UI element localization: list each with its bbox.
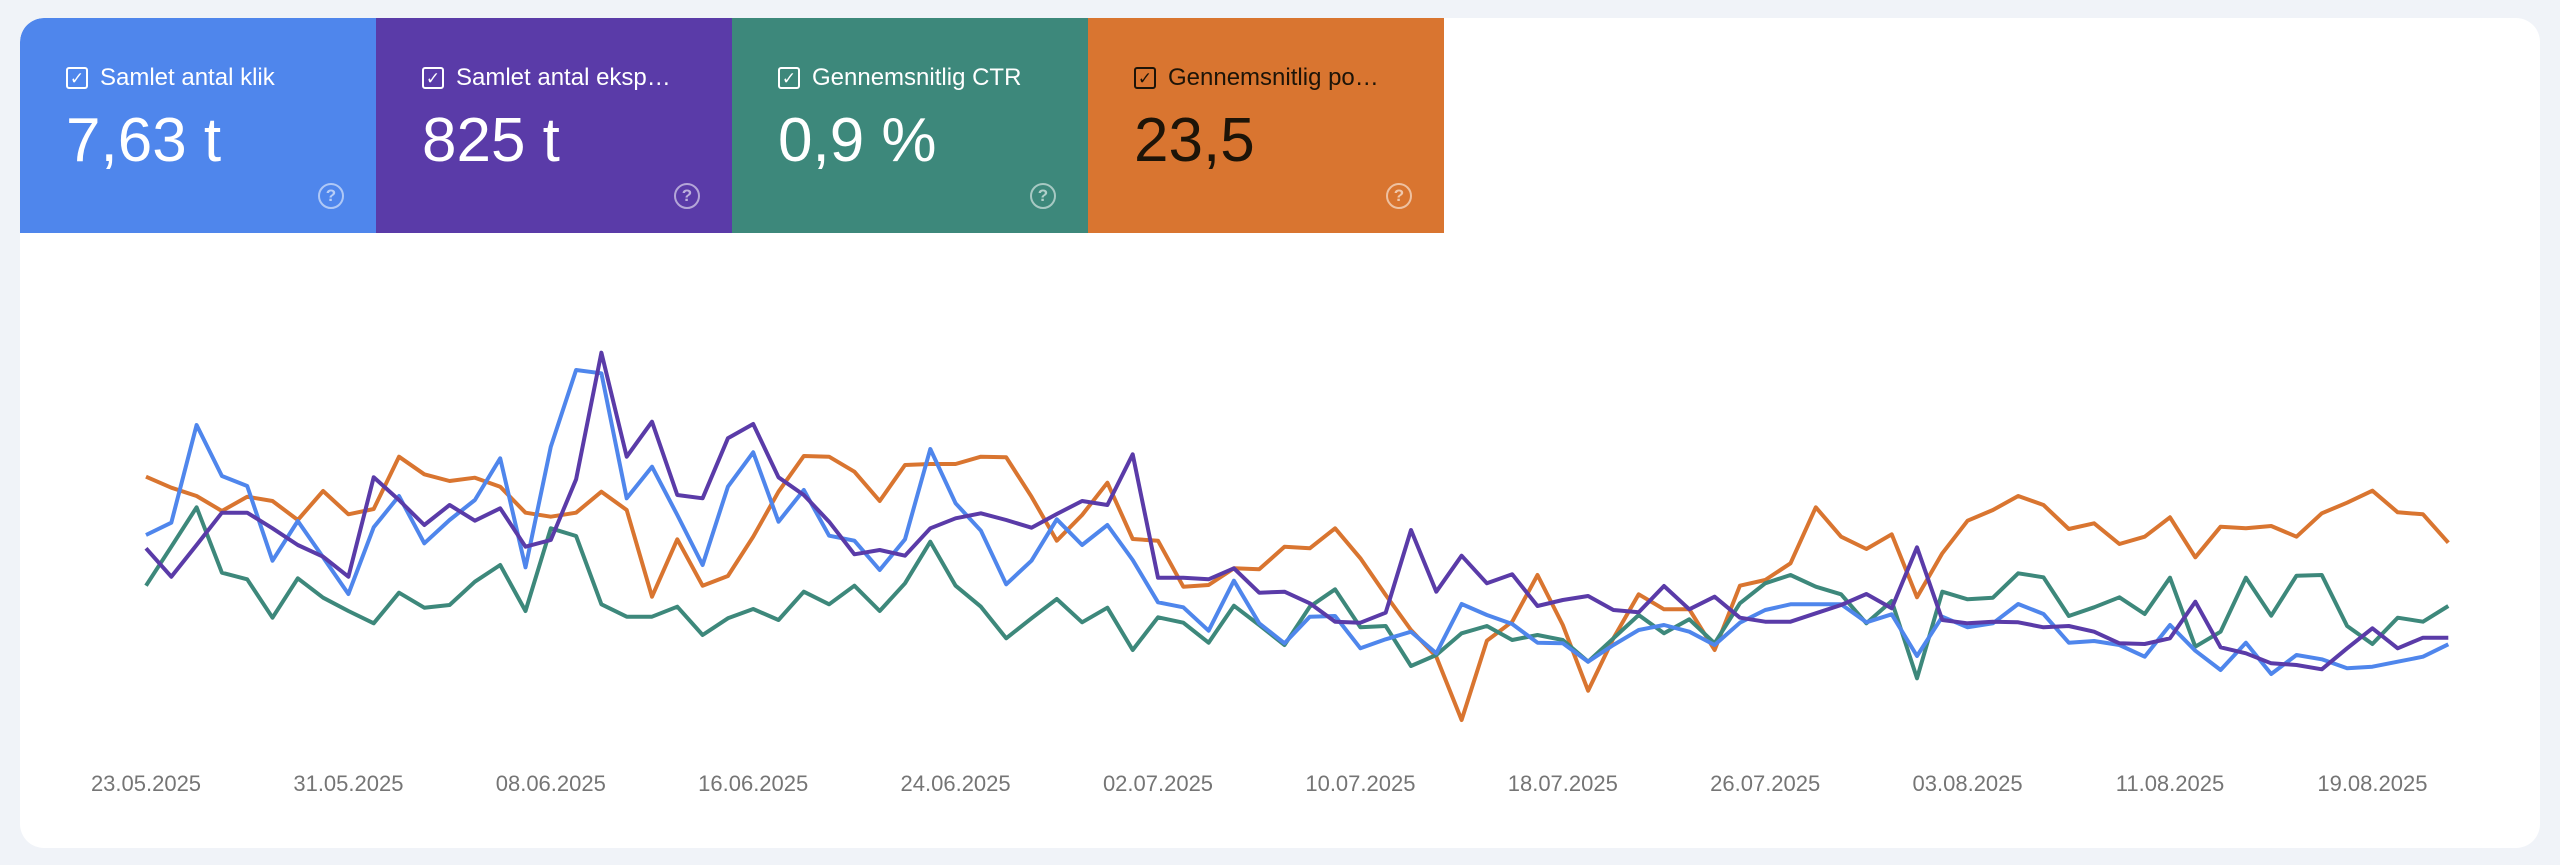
help-circle-icon[interactable]: ? [1030, 183, 1056, 209]
metric-card-impressions[interactable]: ✓ Samlet antal eksp… 825 t ? [376, 18, 732, 233]
x-tick-label: 19.08.2025 [2317, 771, 2427, 796]
x-tick-label: 16.06.2025 [698, 771, 808, 796]
metric-label: Samlet antal klik [100, 64, 275, 91]
metric-label: Gennemsnitlig CTR [812, 64, 1022, 91]
metric-label: Gennemsnitlig po… [1168, 64, 1379, 91]
performance-panel: ✓ Samlet antal klik 7,63 t ? ✓ Samlet an… [20, 18, 2540, 848]
checkbox-checked-icon[interactable]: ✓ [1134, 67, 1156, 89]
series-line-2 [144, 505, 2450, 681]
metric-cards: ✓ Samlet antal klik 7,63 t ? ✓ Samlet an… [20, 18, 1444, 233]
metric-card-header: ✓ Samlet antal klik [66, 64, 275, 92]
metric-value: 23,5 [1134, 106, 1255, 175]
series-line-3 [145, 454, 2450, 722]
x-tick-label: 11.08.2025 [2116, 771, 2224, 796]
checkbox-checked-icon[interactable]: ✓ [422, 67, 444, 89]
metric-card-ctr[interactable]: ✓ Gennemsnitlig CTR 0,9 % ? [732, 18, 1088, 233]
help-circle-icon[interactable]: ? [318, 183, 344, 209]
metric-value: 825 t [422, 106, 560, 175]
x-tick-label: 31.05.2025 [293, 771, 403, 796]
metric-card-clicks[interactable]: ✓ Samlet antal klik 7,63 t ? [20, 18, 376, 233]
x-tick-label: 10.07.2025 [1305, 771, 1415, 796]
help-circle-icon[interactable]: ? [1386, 183, 1412, 209]
checkbox-checked-icon[interactable]: ✓ [66, 67, 88, 89]
metric-value: 7,63 t [66, 106, 222, 175]
metric-value: 0,9 % [778, 106, 937, 175]
x-tick-label: 02.07.2025 [1103, 771, 1213, 796]
x-tick-label: 26.07.2025 [1710, 771, 1820, 796]
x-tick-label: 08.06.2025 [496, 771, 606, 796]
chart-lines [144, 350, 2450, 722]
x-axis-ticks: 23.05.2025 31.05.2025 08.06.2025 16.06.2025… [91, 771, 2428, 796]
series-line-0 [145, 368, 2450, 676]
series-line-1 [144, 350, 2449, 672]
metric-card-position[interactable]: ✓ Gennemsnitlig po… 23,5 ? [1088, 18, 1444, 233]
x-tick-label: 23.05.2025 [91, 771, 201, 796]
metric-card-header: ✓ Gennemsnitlig po… [1134, 64, 1379, 92]
metric-label: Samlet antal eksp… [456, 64, 671, 91]
x-tick-label: 03.08.2025 [1913, 771, 2023, 796]
x-tick-label: 24.06.2025 [901, 771, 1011, 796]
metric-card-header: ✓ Samlet antal eksp… [422, 64, 671, 92]
x-tick-label: 18.07.2025 [1508, 771, 1618, 796]
help-circle-icon[interactable]: ? [674, 183, 700, 209]
checkbox-checked-icon[interactable]: ✓ [778, 67, 800, 89]
metric-card-header: ✓ Gennemsnitlig CTR [778, 64, 1021, 92]
